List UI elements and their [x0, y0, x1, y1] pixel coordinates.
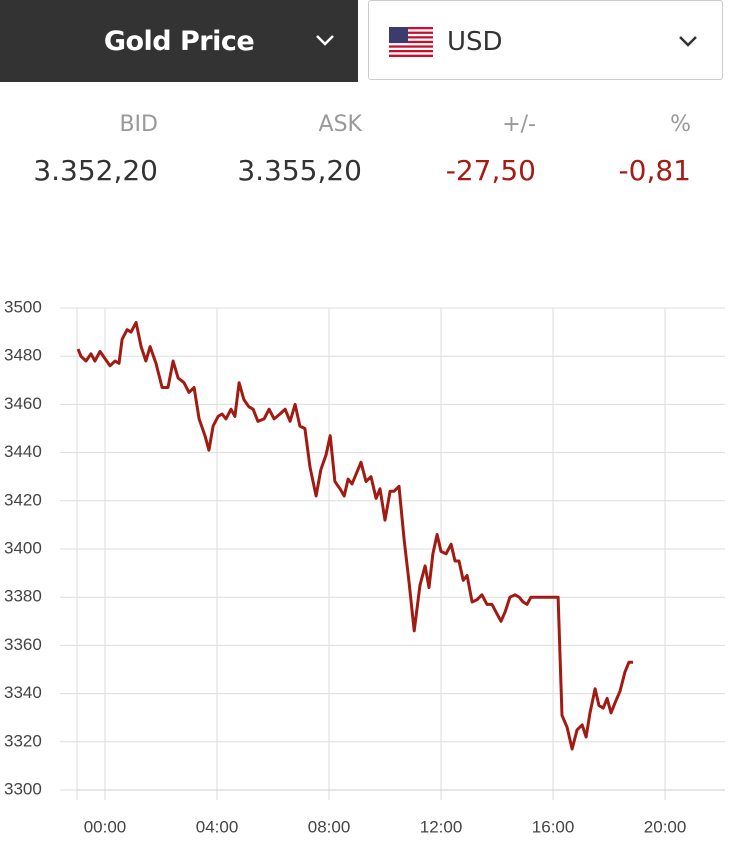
y-tick-label: 3500	[4, 297, 42, 316]
y-tick-label: 3460	[4, 394, 42, 413]
quote-label: %	[670, 112, 691, 137]
quote-value: 3.352,20	[33, 154, 158, 187]
y-tick-label: 3420	[4, 490, 42, 509]
quote-label: +/-	[502, 112, 536, 137]
y-tick-label: 3300	[4, 779, 42, 798]
quote-value: -27,50	[445, 154, 536, 187]
quote-label: BID	[119, 112, 158, 137]
x-tick-label: 08:00	[308, 817, 351, 836]
chevron	[679, 36, 697, 47]
chevron	[316, 35, 334, 46]
x-tick-label: 16:00	[532, 817, 575, 836]
quote-value: -0,81	[618, 154, 691, 187]
price-line	[76, 321, 634, 751]
product-selector[interactable]: Gold Price	[0, 0, 358, 82]
y-tick-label: 3360	[4, 635, 42, 654]
x-tick-label: 12:00	[420, 817, 463, 836]
product-title: Gold Price	[103, 26, 255, 57]
currency-label: USD	[447, 27, 503, 57]
us-flag	[389, 27, 433, 57]
currency-selector[interactable]: USD	[368, 0, 723, 80]
quote-label: ASK	[318, 112, 362, 137]
y-tick-label: 3320	[4, 731, 42, 750]
x-tick-label: 00:00	[84, 817, 127, 836]
y-tick-label: 3380	[4, 587, 42, 606]
y-tick-label: 3340	[4, 683, 42, 702]
quote-value: 3.355,20	[237, 154, 362, 187]
x-tick-label: 04:00	[196, 817, 239, 836]
x-tick-label: 20:00	[644, 817, 687, 836]
y-tick-label: 3440	[4, 442, 42, 461]
y-tick-label: 3400	[4, 538, 42, 557]
y-tick-label: 3480	[4, 346, 42, 365]
